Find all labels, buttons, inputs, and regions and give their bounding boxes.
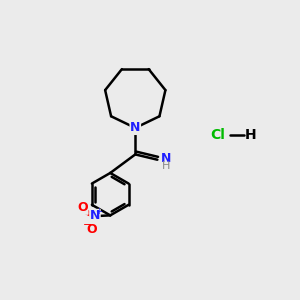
Text: −: − (83, 220, 93, 230)
Text: Cl: Cl (210, 128, 225, 142)
Text: N: N (90, 209, 100, 223)
Text: O: O (77, 201, 88, 214)
Text: +: + (95, 207, 102, 216)
Text: H: H (162, 161, 170, 171)
Text: H: H (244, 128, 256, 142)
Text: N: N (130, 122, 140, 134)
Text: O: O (87, 223, 97, 236)
Text: N: N (161, 152, 171, 165)
